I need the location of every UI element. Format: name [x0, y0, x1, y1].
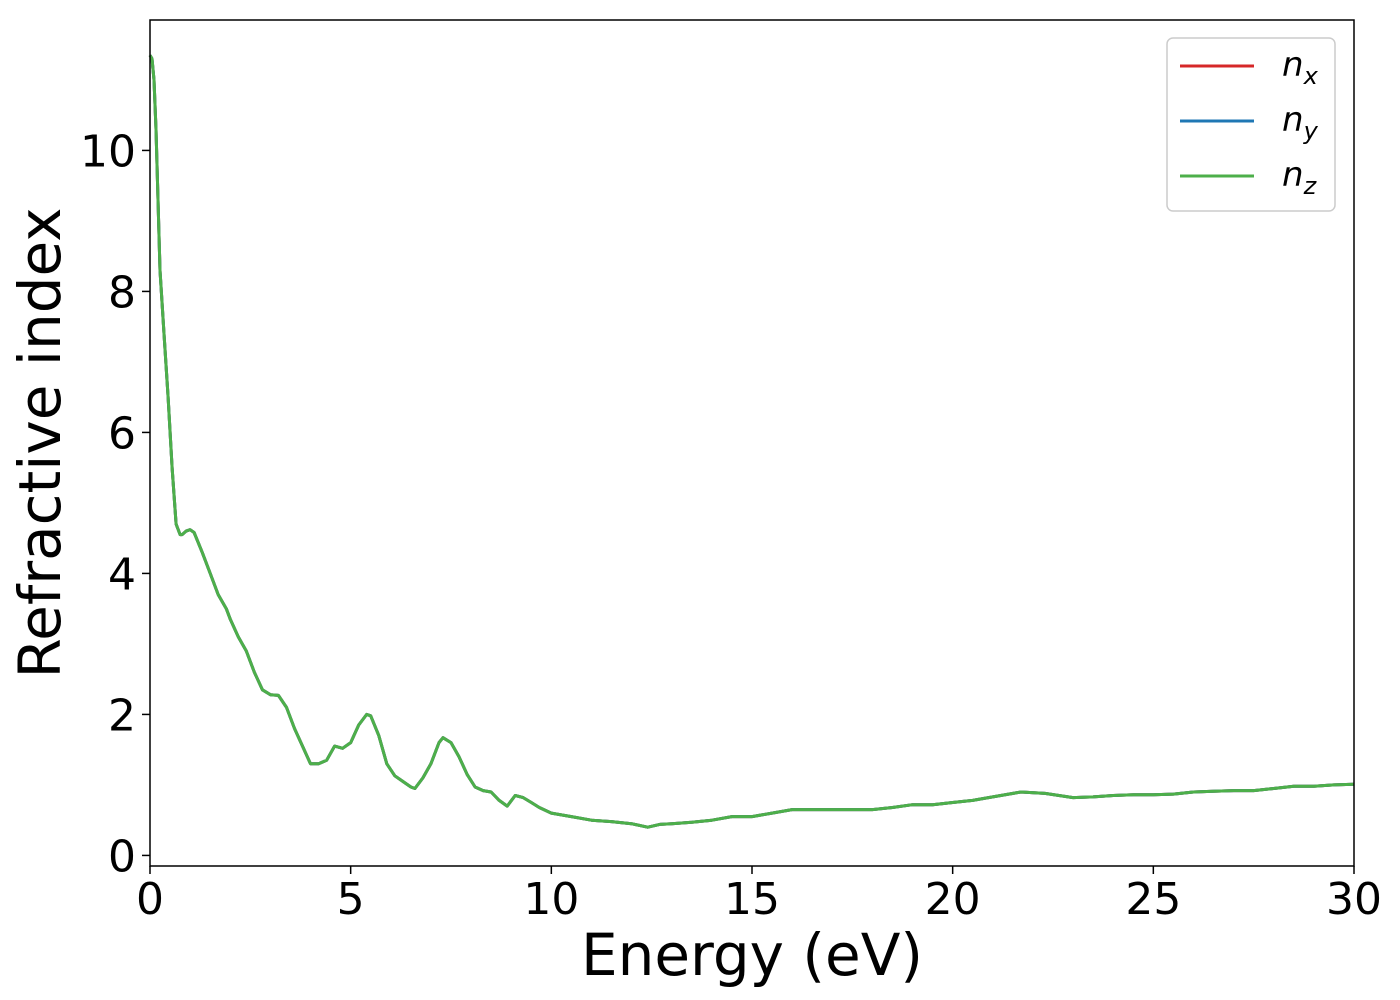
y-axis-title: Refractive index: [6, 207, 74, 678]
x-tick-label: 30: [1326, 874, 1382, 925]
x-tick-label: 20: [925, 874, 981, 925]
series-layer: [148, 54, 1355, 829]
y-tick-label: 2: [108, 690, 136, 741]
y-tick-label: 0: [108, 831, 136, 882]
y-tick-label: 10: [80, 126, 136, 177]
legend: nx ny nz: [1166, 37, 1336, 212]
x-axis-title: Energy (eV): [581, 921, 923, 989]
x-tick-label: 0: [136, 874, 164, 925]
legend-box: [1166, 37, 1336, 212]
legend-label-z: nz: [1282, 155, 1318, 200]
x-tick-label: 25: [1125, 874, 1181, 925]
legend-label-x: nx: [1282, 45, 1319, 90]
x-tick-label: 10: [523, 874, 579, 925]
series-line-z: [148, 54, 1355, 829]
plot-area: [150, 20, 1354, 866]
x-tick-label: 5: [337, 874, 365, 925]
x-tick-label: 15: [724, 874, 780, 925]
y-axis-ticks: 0 2 4 6 8 10: [80, 126, 150, 882]
legend-label-y: ny: [1282, 100, 1319, 145]
y-tick-label: 8: [108, 267, 136, 318]
y-tick-label: 6: [108, 408, 136, 459]
y-tick-label: 4: [108, 549, 136, 600]
x-axis-ticks: 0 5 10 15 20 25 30: [136, 866, 1382, 925]
